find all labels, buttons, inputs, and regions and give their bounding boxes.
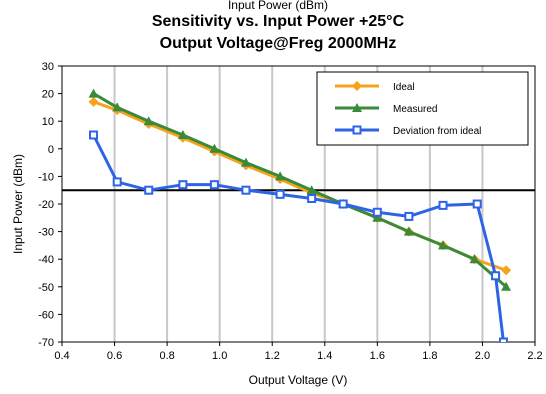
data-point-measured [306,185,317,195]
data-point-measured [469,254,480,264]
y-tick-label: -30 [38,227,54,239]
data-point-deviation-from-ideal [112,177,122,187]
data-point-measured [209,143,220,153]
y-tick-label: -60 [38,309,54,321]
data-point-deviation-from-ideal [372,207,382,217]
data-point-measured [372,212,383,222]
data-point-deviation-from-ideal [178,180,188,190]
data-point-deviation-from-ideal [89,130,99,140]
data-point-deviation-from-ideal [241,185,251,195]
y-tick-label: -40 [38,254,54,266]
chart-title-clipped: Input Power (dBm) [228,0,328,12]
data-point-ideal [88,96,99,107]
data-point-measured [240,157,251,167]
x-tick-label: 1.6 [370,350,385,362]
series-line-deviation-from-ideal [92,134,505,342]
x-tick-label: 1.8 [422,350,437,362]
data-point-measured [88,88,99,98]
data-point-measured [143,116,154,126]
data-point-deviation-from-ideal [338,199,348,209]
data-point-measured [438,240,449,250]
x-tick-label: 1.4 [317,350,332,362]
series-line-measured [92,92,508,288]
chart-title-line-2: Output Voltage@Freg 2000MHz [160,35,397,52]
data-point-deviation-from-ideal [209,180,219,190]
data-point-deviation-from-ideal [498,337,508,342]
data-point-measured [275,171,286,181]
legend-marker-measured [352,103,362,112]
x-tick-label: 1.2 [265,350,280,362]
x-tick-label: 0.6 [107,350,122,362]
data-point-measured [177,130,188,139]
y-tick-label: 10 [42,116,54,128]
y-tick-label: -10 [38,171,54,183]
chart-title-line-1: Sensitivity vs. Input Power +25°C [152,13,405,30]
data-point-deviation-from-ideal [438,200,448,210]
series-group [88,88,512,342]
x-tick-label: 0.4 [54,350,69,362]
x-tick-label: 2.0 [475,350,490,362]
x-tick-label: 2.2 [527,350,542,362]
legend-label-measured: Measured [393,104,437,115]
x-tick-label: 0.8 [159,350,174,362]
legend-marker-deviation-from-ideal [352,125,362,135]
data-point-deviation-from-ideal [404,211,414,221]
y-tick-label: -70 [38,337,54,349]
data-point-deviation-from-ideal [491,271,501,281]
series-deviation-from-ideal [89,130,508,342]
axes: 0.4 0.6 0.8 1.0 1.2 1.4 1.6 1.8 2.0 2.2 30 20 10 0 -10… [38,61,543,362]
data-point-measured [501,281,512,291]
y-tick-label: 0 [48,144,54,156]
data-point-measured [403,226,414,236]
data-point-deviation-from-ideal [144,185,154,195]
y-tick-label: 20 [42,89,54,101]
data-point-deviation-from-ideal [275,189,285,199]
data-point-deviation-from-ideal [307,193,317,203]
data-point-ideal [501,265,512,276]
y-axis-title: Input Power (dBm) [11,154,25,254]
legend-marker-ideal [352,81,362,91]
x-tick-label: 1.0 [212,350,227,362]
x-axis-title: Output Voltage (V) [249,373,348,387]
legend-label-deviation-from-ideal: Deviation from ideal [393,126,481,137]
data-point-deviation-from-ideal [472,199,482,209]
data-point-measured [112,102,123,112]
legend: Ideal Measured Deviation from ideal [316,71,529,146]
legend-label-ideal: Ideal [393,82,415,93]
y-tick-label: 30 [42,61,54,73]
y-tick-label: -50 [38,282,54,294]
y-tick-label: -20 [38,199,54,211]
plot-area-border [61,65,536,343]
